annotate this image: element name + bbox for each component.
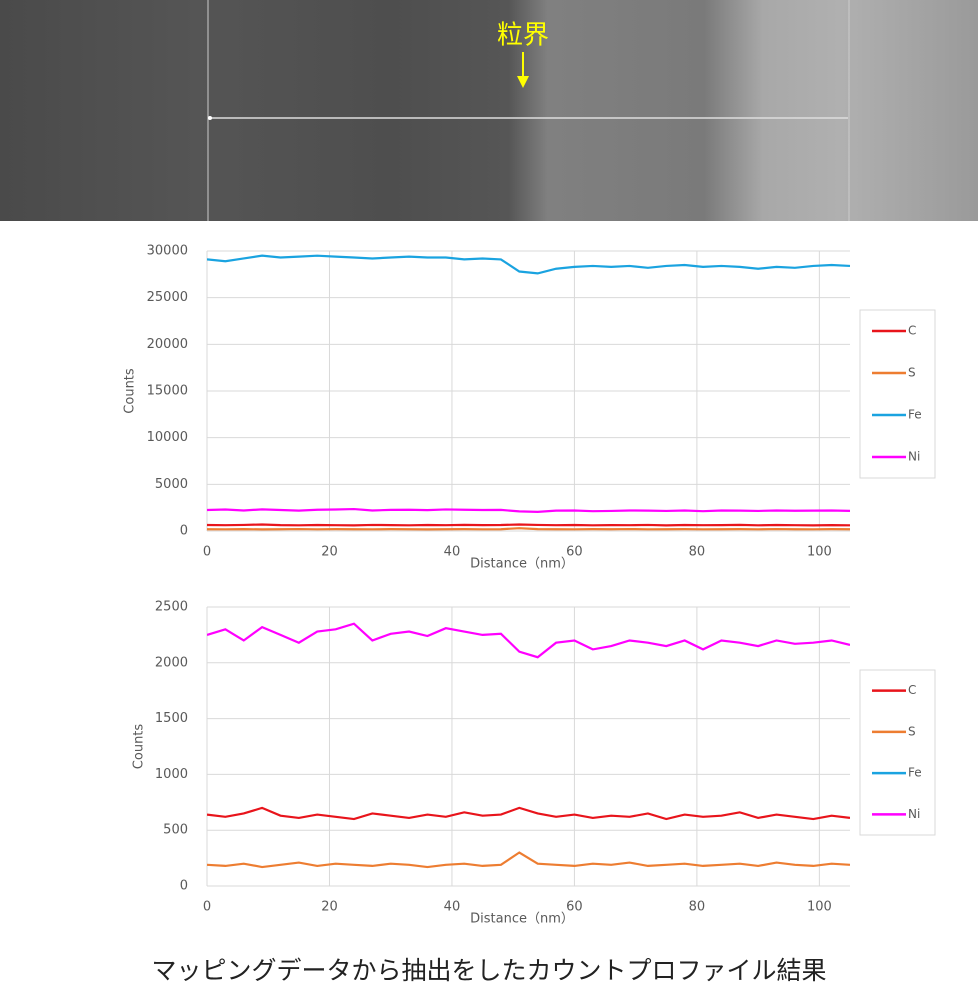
y-tick-label: 30000 [147, 244, 188, 259]
grain-boundary-label: 粒界 [497, 21, 549, 51]
x-tick-label: 80 [689, 545, 706, 560]
legend-label: C [908, 324, 916, 338]
x-tick-label: 20 [321, 900, 338, 915]
x-tick-label: 0 [203, 900, 211, 915]
y-tick-label: 5000 [155, 477, 188, 492]
legend-label: Fe [908, 408, 922, 422]
x-tick-label: 100 [807, 545, 832, 560]
x-tick-label: 100 [807, 900, 832, 915]
legend-label: Ni [908, 450, 920, 464]
x-axis-title: Distance（nm） [470, 557, 574, 572]
y-tick-label: 10000 [147, 430, 188, 445]
y-tick-label: 0 [180, 524, 188, 539]
legend-label: Fe [908, 766, 922, 780]
x-tick-label: 60 [566, 900, 583, 915]
x-tick-label: 40 [444, 545, 461, 560]
y-axis-title: Counts [132, 724, 147, 770]
legend-label: S [908, 366, 916, 380]
x-tick-label: 80 [689, 900, 706, 915]
x-tick-label: 60 [566, 545, 583, 560]
series-line [207, 851, 850, 869]
series-line [207, 254, 850, 275]
x-tick-label: 0 [203, 545, 211, 560]
series-line [207, 527, 850, 531]
y-tick-label: 0 [180, 879, 188, 894]
legend-label: S [908, 724, 916, 738]
arrow-head [517, 76, 529, 88]
y-axis-title: Counts [123, 368, 138, 414]
legend-box [859, 309, 936, 479]
x-tick-label: 40 [444, 900, 461, 915]
profile-start [208, 116, 212, 120]
y-tick-label: 500 [163, 823, 188, 838]
y-tick-label: 1000 [155, 767, 188, 782]
legend-label: C [908, 683, 916, 697]
y-tick-label: 20000 [147, 337, 188, 352]
series-line [207, 523, 850, 527]
x-axis-title: Distance（nm） [470, 912, 574, 927]
y-tick-label: 15000 [147, 384, 188, 399]
y-tick-label: 1500 [155, 711, 188, 726]
series-line [207, 806, 850, 821]
y-tick-label: 25000 [147, 290, 188, 305]
legend-label: Ni [908, 807, 920, 821]
tem-image [0, 0, 978, 221]
y-tick-label: 2000 [155, 655, 188, 670]
series-line [207, 622, 850, 659]
series-line [207, 507, 850, 513]
legend-box [859, 669, 936, 836]
x-tick-label: 20 [321, 545, 338, 560]
caption: マッピングデータから抽出をしたカウントプロファイル結果 [151, 956, 826, 985]
y-tick-label: 2500 [155, 600, 188, 615]
